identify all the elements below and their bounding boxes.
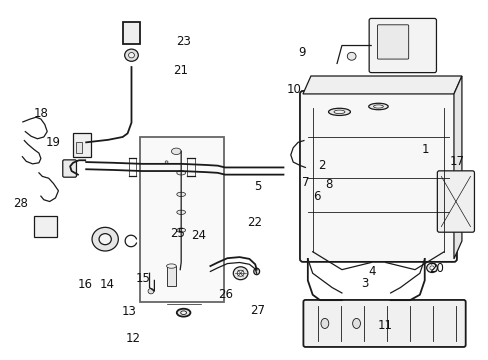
Text: 15: 15 xyxy=(136,273,150,285)
Ellipse shape xyxy=(177,228,185,232)
Text: 1: 1 xyxy=(421,143,428,156)
Text: 23: 23 xyxy=(176,35,191,48)
Ellipse shape xyxy=(352,319,360,328)
Text: 22: 22 xyxy=(246,216,261,229)
FancyBboxPatch shape xyxy=(62,160,76,177)
Text: 24: 24 xyxy=(191,229,206,242)
FancyBboxPatch shape xyxy=(436,171,473,232)
Bar xyxy=(73,134,90,157)
Bar xyxy=(122,22,140,44)
Text: 20: 20 xyxy=(428,262,444,275)
Ellipse shape xyxy=(177,192,185,197)
Text: 10: 10 xyxy=(286,83,301,96)
Ellipse shape xyxy=(233,267,247,280)
Ellipse shape xyxy=(124,49,138,61)
Polygon shape xyxy=(303,76,461,94)
Text: 8: 8 xyxy=(325,178,332,191)
Bar xyxy=(140,137,224,302)
Ellipse shape xyxy=(333,110,344,114)
Ellipse shape xyxy=(99,234,111,245)
Text: 21: 21 xyxy=(172,64,187,77)
Ellipse shape xyxy=(320,319,328,328)
Text: 26: 26 xyxy=(218,288,232,301)
Ellipse shape xyxy=(92,227,118,251)
Ellipse shape xyxy=(181,311,186,315)
FancyBboxPatch shape xyxy=(377,25,408,59)
FancyBboxPatch shape xyxy=(303,300,465,347)
FancyBboxPatch shape xyxy=(299,91,456,262)
Text: 2: 2 xyxy=(317,159,325,172)
Ellipse shape xyxy=(373,105,383,108)
Ellipse shape xyxy=(426,263,436,273)
Text: 6: 6 xyxy=(313,190,320,203)
Text: 7: 7 xyxy=(301,176,308,189)
Ellipse shape xyxy=(171,148,181,154)
Ellipse shape xyxy=(237,270,244,276)
Polygon shape xyxy=(453,76,461,259)
Text: 3: 3 xyxy=(361,278,368,291)
Ellipse shape xyxy=(165,161,168,163)
FancyBboxPatch shape xyxy=(368,18,436,73)
Ellipse shape xyxy=(368,103,387,110)
Ellipse shape xyxy=(128,53,134,58)
Text: 16: 16 xyxy=(77,278,92,291)
Ellipse shape xyxy=(346,52,355,60)
Text: 19: 19 xyxy=(46,136,61,149)
Text: 14: 14 xyxy=(100,278,114,291)
Text: 27: 27 xyxy=(250,304,264,317)
Text: 4: 4 xyxy=(367,265,375,278)
Text: 18: 18 xyxy=(34,107,49,120)
Ellipse shape xyxy=(166,264,176,268)
Bar xyxy=(76,142,82,153)
Text: 5: 5 xyxy=(254,180,261,193)
Text: 25: 25 xyxy=(169,226,184,239)
Ellipse shape xyxy=(429,266,433,270)
Text: 12: 12 xyxy=(125,332,140,345)
Ellipse shape xyxy=(177,210,185,215)
Ellipse shape xyxy=(177,309,190,317)
Text: 9: 9 xyxy=(298,46,305,59)
Ellipse shape xyxy=(328,108,350,116)
Bar xyxy=(34,216,57,237)
Text: 13: 13 xyxy=(122,305,136,318)
Ellipse shape xyxy=(148,288,154,294)
Ellipse shape xyxy=(177,171,185,175)
Ellipse shape xyxy=(253,268,259,275)
Text: 17: 17 xyxy=(448,155,464,168)
Text: 11: 11 xyxy=(377,319,392,332)
Bar xyxy=(166,266,176,286)
Text: 28: 28 xyxy=(13,197,28,210)
